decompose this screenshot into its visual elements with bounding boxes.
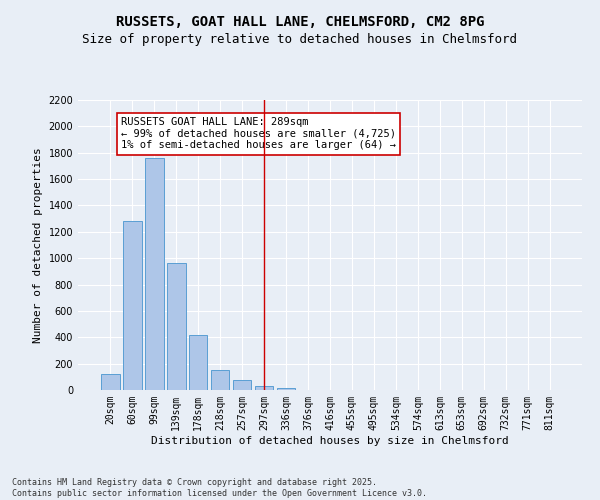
Text: Contains HM Land Registry data © Crown copyright and database right 2025.
Contai: Contains HM Land Registry data © Crown c… — [12, 478, 427, 498]
Text: RUSSETS GOAT HALL LANE: 289sqm
← 99% of detached houses are smaller (4,725)
1% o: RUSSETS GOAT HALL LANE: 289sqm ← 99% of … — [121, 117, 396, 150]
Bar — [123, 222, 142, 390]
Bar — [145, 158, 164, 390]
Text: RUSSETS, GOAT HALL LANE, CHELMSFORD, CM2 8PG: RUSSETS, GOAT HALL LANE, CHELMSFORD, CM2… — [116, 15, 484, 29]
Bar — [189, 334, 208, 390]
Bar — [255, 386, 274, 390]
Bar — [101, 374, 119, 390]
Bar — [211, 370, 229, 390]
Bar — [277, 388, 295, 390]
X-axis label: Distribution of detached houses by size in Chelmsford: Distribution of detached houses by size … — [151, 436, 509, 446]
Text: Size of property relative to detached houses in Chelmsford: Size of property relative to detached ho… — [83, 32, 517, 46]
Bar — [233, 380, 251, 390]
Bar — [167, 264, 185, 390]
Y-axis label: Number of detached properties: Number of detached properties — [33, 147, 43, 343]
